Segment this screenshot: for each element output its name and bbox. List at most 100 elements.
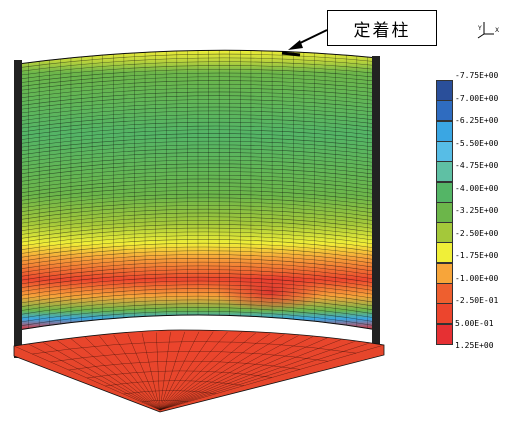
mesh-line	[17, 118, 379, 133]
mesh-line	[17, 190, 379, 205]
legend-swatch	[436, 242, 453, 264]
mesh-line	[17, 72, 379, 88]
mesh-line	[17, 182, 379, 198]
legend-label: 1.25E+00	[455, 341, 494, 350]
floor-mesh	[13, 331, 385, 411]
mesh-line	[17, 231, 379, 247]
mesh-line	[17, 163, 379, 179]
wall-mesh-vertical	[28, 50, 368, 329]
mesh-line	[17, 148, 379, 164]
mesh-line	[17, 84, 379, 99]
legend-label: -7.00E+00	[455, 93, 499, 103]
mesh-line	[17, 276, 379, 293]
left-edge-column	[14, 60, 22, 358]
mesh-line	[17, 125, 379, 141]
right-edge-column	[372, 56, 380, 356]
mesh-line	[17, 129, 379, 145]
mesh-line	[32, 341, 357, 355]
legend-swatch	[436, 323, 453, 345]
legend-swatch	[436, 222, 453, 244]
mesh-line	[86, 370, 273, 379]
mesh-line	[17, 227, 379, 243]
mesh-line	[17, 95, 379, 110]
mesh-line	[17, 140, 379, 156]
mesh-line	[17, 87, 379, 103]
anchor-column-callout: 定着柱	[327, 10, 437, 46]
legend-label: -7.75E+00	[455, 71, 499, 80]
mesh-line	[17, 269, 379, 285]
mesh-line	[17, 121, 379, 137]
legend-swatch	[436, 161, 453, 183]
legend-swatch	[436, 262, 453, 284]
mesh-line	[17, 310, 379, 327]
mesh-line	[17, 133, 379, 148]
mesh-line	[17, 250, 379, 266]
axes-triad-icon: Y X	[477, 22, 499, 39]
callout-arrow	[288, 29, 328, 50]
curved-wall	[14, 49, 380, 358]
mesh-line	[17, 171, 379, 186]
legend-swatch	[436, 120, 453, 142]
mesh-line	[17, 201, 379, 217]
mesh-line	[17, 137, 379, 152]
mesh-line	[17, 208, 379, 224]
legend-swatch	[436, 283, 453, 304]
mesh-line	[17, 152, 379, 167]
mesh-line	[17, 155, 379, 171]
mesh-line	[17, 284, 379, 300]
legend-swatch	[436, 201, 453, 223]
mesh-line	[17, 106, 379, 122]
legend-label: -4.75E+00	[455, 161, 499, 170]
mesh-line	[17, 76, 379, 91]
mesh-line	[17, 53, 379, 69]
mesh-line	[17, 159, 379, 175]
mesh-line	[17, 174, 379, 190]
mesh-line	[17, 303, 379, 319]
mesh-line	[17, 224, 379, 240]
mesh-line	[17, 65, 379, 80]
mesh-line	[17, 193, 379, 209]
legend-swatch	[436, 100, 453, 122]
mesh-line	[17, 299, 379, 316]
mesh-line	[17, 280, 379, 297]
legend-label: -1.00E+00	[455, 273, 499, 283]
mesh-line	[17, 220, 379, 236]
mesh-line	[17, 178, 379, 194]
legend-swatch	[436, 80, 453, 101]
mesh-line	[105, 380, 245, 387]
legend-label: -6.25E+00	[455, 116, 499, 125]
mesh-line	[17, 265, 379, 281]
mesh-line	[17, 144, 379, 160]
mesh-line	[17, 307, 379, 323]
mesh-line	[17, 212, 379, 228]
anchor-column	[281, 51, 301, 57]
mesh-line	[17, 167, 379, 183]
legend-label: -5.50E+00	[455, 138, 499, 148]
mesh-line	[17, 61, 379, 76]
mesh-line	[50, 351, 329, 363]
axis-x-label: X	[495, 27, 499, 34]
mesh-line	[17, 216, 379, 232]
mesh-line	[123, 390, 217, 395]
mesh-line	[17, 68, 379, 84]
mesh-line	[68, 360, 301, 371]
color-legend: -7.75E+00 -7.00E+00 -6.25E+00 -5.50E+00 -4.7…	[436, 68, 511, 374]
legend-label: -3.25E+00	[455, 206, 499, 215]
legend-swatch	[436, 303, 453, 325]
mesh-line	[17, 50, 379, 65]
legend-label: -4.00E+00	[455, 183, 499, 193]
legend-label: 5.00E-01	[455, 318, 494, 328]
mesh-line	[17, 254, 379, 270]
callout-label: 定着柱	[353, 20, 411, 41]
mesh-line	[17, 288, 379, 304]
mesh-line	[17, 91, 379, 107]
mesh-line	[17, 99, 379, 114]
mesh-line	[17, 314, 379, 331]
mesh-line	[17, 242, 379, 259]
legend-label: -1.75E+00	[455, 251, 499, 260]
legend-label: -2.50E-01	[455, 296, 499, 305]
mesh-line	[17, 239, 379, 255]
mesh-line	[17, 205, 379, 221]
mesh-line	[17, 273, 379, 289]
mesh-line	[17, 292, 379, 308]
